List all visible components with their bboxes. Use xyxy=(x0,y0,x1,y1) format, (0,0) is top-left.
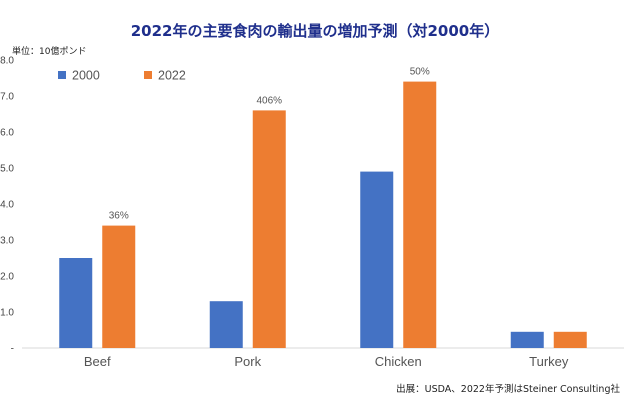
bar-turkey-2022 xyxy=(553,331,587,348)
legend-label-2022: 2022 xyxy=(158,69,186,83)
legend-swatch-2000 xyxy=(58,71,66,79)
category-label-pork: Pork xyxy=(234,354,261,369)
category-labels: Beef Pork Chicken Turkey xyxy=(84,354,569,369)
y-axis-ticks: 8.0 7.0 6.0 5.0 4.0 3.0 2.0 1.0 - xyxy=(0,56,14,355)
bar-pork-2000 xyxy=(209,301,243,348)
y-tick-label: 8.0 xyxy=(0,56,14,67)
legend-swatch-2022 xyxy=(144,71,152,79)
bars-group xyxy=(59,81,587,349)
data-label-beef: 36% xyxy=(109,211,129,222)
bar-pork-2022 xyxy=(252,110,286,349)
y-tick-label: 7.0 xyxy=(0,92,14,103)
bar-beef-2022 xyxy=(102,225,136,348)
y-tick-label: 4.0 xyxy=(0,200,14,211)
legend-label-2000: 2000 xyxy=(72,69,100,83)
bar-chicken-2022 xyxy=(403,81,437,348)
y-tick-label: - xyxy=(11,344,14,355)
chart-title: 2022年の主要食肉の輸出量の増加予測（対2000年） xyxy=(131,22,500,40)
data-labels-group: 36% 406% 50% xyxy=(109,67,430,222)
bar-chicken-2000 xyxy=(360,171,394,348)
data-label-chicken: 50% xyxy=(410,67,430,78)
category-label-beef: Beef xyxy=(84,354,111,369)
y-tick-label: 6.0 xyxy=(0,128,14,139)
data-label-pork: 406% xyxy=(256,95,282,106)
bar-beef-2000 xyxy=(59,258,93,348)
bar-turkey-2000 xyxy=(510,331,544,348)
y-tick-label: 5.0 xyxy=(0,164,14,175)
y-tick-label: 3.0 xyxy=(0,236,14,247)
y-tick-label: 1.0 xyxy=(0,308,14,319)
legend: 2000 2022 xyxy=(58,69,186,83)
category-label-turkey: Turkey xyxy=(529,354,569,369)
y-unit-label: 単位：10億ポンド xyxy=(12,45,86,57)
category-label-chicken: Chicken xyxy=(375,354,422,369)
y-tick-label: 2.0 xyxy=(0,272,14,283)
source-note: 出展：USDA、2022年予測はSteiner Consulting社 xyxy=(396,383,620,395)
